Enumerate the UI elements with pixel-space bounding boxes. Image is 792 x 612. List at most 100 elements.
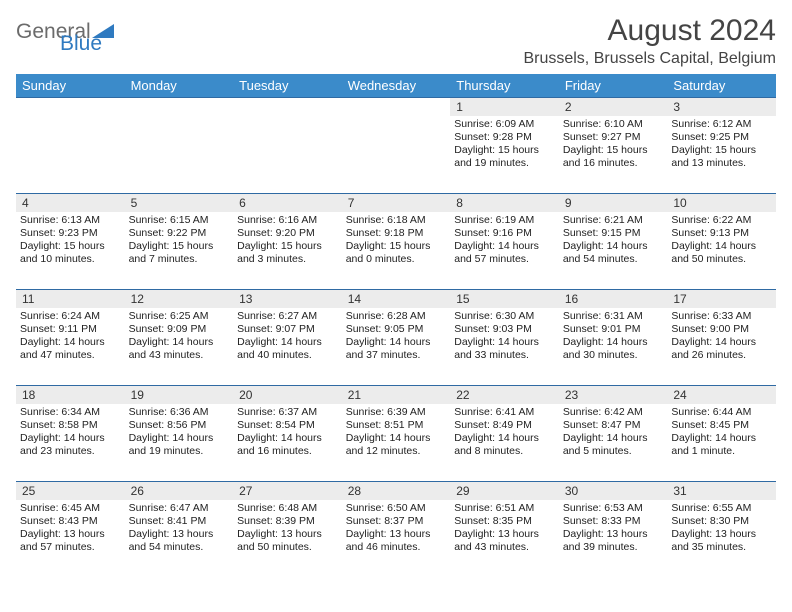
sunset-text: Sunset: 8:30 PM [671,515,772,528]
sunset-text: Sunset: 8:33 PM [563,515,664,528]
sunset-text: Sunset: 9:28 PM [454,131,555,144]
daylight-text: Daylight: 14 hours and 54 minutes. [563,240,664,266]
sunrise-text: Sunrise: 6:15 AM [129,214,230,227]
day-number: 13 [233,290,342,308]
day-number: 1 [450,98,559,116]
sunrise-text: Sunrise: 6:45 AM [20,502,121,515]
day-number: 27 [233,482,342,500]
sunset-text: Sunset: 9:11 PM [20,323,121,336]
logo: GeneralBlue [16,14,136,58]
sunrise-text: Sunrise: 6:18 AM [346,214,447,227]
day-details: Sunrise: 6:25 AMSunset: 9:09 PMDaylight:… [129,310,230,363]
day-number: 28 [342,482,451,500]
daylight-text: Daylight: 15 hours and 3 minutes. [237,240,338,266]
sunset-text: Sunset: 8:56 PM [129,419,230,432]
daylight-text: Daylight: 15 hours and 7 minutes. [129,240,230,266]
daylight-text: Daylight: 14 hours and 1 minute. [671,432,772,458]
day-details: Sunrise: 6:37 AMSunset: 8:54 PMDaylight:… [237,406,338,459]
weekday-header: Monday [125,74,234,98]
day-details: Sunrise: 6:47 AMSunset: 8:41 PMDaylight:… [129,502,230,555]
day-number: 12 [125,290,234,308]
sunset-text: Sunset: 9:03 PM [454,323,555,336]
calendar-day-cell: 13 Sunrise: 6:27 AMSunset: 9:07 PMDayligh… [233,290,342,386]
daylight-text: Daylight: 15 hours and 13 minutes. [671,144,772,170]
daylight-text: Daylight: 14 hours and 23 minutes. [20,432,121,458]
day-number: 9 [559,194,668,212]
calendar-day-cell: 8Sunrise: 6:19 AMSunset: 9:16 PMDaylight… [450,194,559,290]
sunrise-text: Sunrise: 6:44 AM [671,406,772,419]
daylight-text: Daylight: 14 hours and 26 minutes. [671,336,772,362]
day-details: Sunrise: 6:27 AMSunset: 9:07 PMDaylight:… [237,310,338,363]
calendar-day-cell: 19 Sunrise: 6:36 AMSunset: 8:56 PMDayligh… [125,386,234,482]
day-details: Sunrise: 6:18 AMSunset: 9:18 PMDaylight:… [346,214,447,267]
day-details: Sunrise: 6:16 AMSunset: 9:20 PMDaylight:… [237,214,338,267]
daylight-text: Daylight: 14 hours and 19 minutes. [129,432,230,458]
daylight-text: Daylight: 13 hours and 39 minutes. [563,528,664,554]
calendar-day-cell: 28Sunrise: 6:50 AMSunset: 8:37 PMDayligh… [342,482,451,578]
calendar-week-row: 18Sunrise: 6:34 AMSunset: 8:58 PMDayligh… [16,386,776,482]
calendar-day-cell: 31 Sunrise: 6:55 AMSunset: 8:30 PMDayligh… [667,482,776,578]
sunrise-text: Sunrise: 6:53 AM [563,502,664,515]
sunrise-text: Sunrise: 6:09 AM [454,118,555,131]
weekday-header: Saturday [667,74,776,98]
calendar-day-cell: 24Sunrise: 6:44 AMSunset: 8:45 PMDayligh… [667,386,776,482]
day-details: Sunrise: 6:15 AMSunset: 9:22 PMDaylight:… [129,214,230,267]
calendar-week-row: 25Sunrise: 6:45 AMSunset: 8:43 PMDayligh… [16,482,776,578]
calendar-day-cell: 7Sunrise: 6:18 AMSunset: 9:18 PMDaylight… [342,194,451,290]
sunset-text: Sunset: 8:54 PM [237,419,338,432]
day-details: Sunrise: 6:36 AMSunset: 8:56 PMDaylight:… [129,406,230,459]
sunset-text: Sunset: 9:05 PM [346,323,447,336]
day-number: 22 [450,386,559,404]
sunrise-text: Sunrise: 6:37 AM [237,406,338,419]
sunset-text: Sunset: 9:20 PM [237,227,338,240]
calendar-day-cell: 21Sunrise: 6:39 AMSunset: 8:51 PMDayligh… [342,386,451,482]
sunrise-text: Sunrise: 6:55 AM [671,502,772,515]
title-block: August 2024 Brussels, Brussels Capital, … [523,14,776,68]
sunrise-text: Sunrise: 6:47 AM [129,502,230,515]
calendar-day-cell: . [342,98,451,194]
sunrise-text: Sunrise: 6:48 AM [237,502,338,515]
day-number: 31 [667,482,776,500]
sunset-text: Sunset: 8:43 PM [20,515,121,528]
daylight-text: Daylight: 13 hours and 46 minutes. [346,528,447,554]
calendar-day-cell: . [125,98,234,194]
day-number: 19 [125,386,234,404]
daylight-text: Daylight: 13 hours and 35 minutes. [671,528,772,554]
day-number: 17 [667,290,776,308]
sunset-text: Sunset: 9:27 PM [563,131,664,144]
day-details: Sunrise: 6:39 AMSunset: 8:51 PMDaylight:… [346,406,447,459]
calendar-day-cell: 6Sunrise: 6:16 AMSunset: 9:20 PMDaylight… [233,194,342,290]
calendar-week-row: 4Sunrise: 6:13 AMSunset: 9:23 PMDaylight… [16,194,776,290]
daylight-text: Daylight: 14 hours and 5 minutes. [563,432,664,458]
daylight-text: Daylight: 14 hours and 8 minutes. [454,432,555,458]
calendar-day-cell: 23Sunrise: 6:42 AMSunset: 8:47 PMDayligh… [559,386,668,482]
daylight-text: Daylight: 13 hours and 43 minutes. [454,528,555,554]
sunrise-text: Sunrise: 6:34 AM [20,406,121,419]
daylight-text: Daylight: 14 hours and 47 minutes. [20,336,121,362]
daylight-text: Daylight: 13 hours and 57 minutes. [20,528,121,554]
day-number: 2 [559,98,668,116]
logo-text-blue: Blue [60,32,102,56]
day-details: Sunrise: 6:31 AMSunset: 9:01 PMDaylight:… [563,310,664,363]
day-details: Sunrise: 6:28 AMSunset: 9:05 PMDaylight:… [346,310,447,363]
weekday-header: Friday [559,74,668,98]
sunrise-text: Sunrise: 6:39 AM [346,406,447,419]
calendar-table: SundayMondayTuesdayWednesdayThursdayFrid… [16,74,776,578]
sunset-text: Sunset: 9:07 PM [237,323,338,336]
day-details: Sunrise: 6:48 AMSunset: 8:39 PMDaylight:… [237,502,338,555]
daylight-text: Daylight: 15 hours and 10 minutes. [20,240,121,266]
sunrise-text: Sunrise: 6:19 AM [454,214,555,227]
day-number: 23 [559,386,668,404]
day-number: 16 [559,290,668,308]
sunrise-text: Sunrise: 6:16 AM [237,214,338,227]
sunset-text: Sunset: 8:49 PM [454,419,555,432]
calendar-day-cell: 29Sunrise: 6:51 AMSunset: 8:35 PMDayligh… [450,482,559,578]
sunset-text: Sunset: 9:25 PM [671,131,772,144]
calendar-day-cell: . [16,98,125,194]
day-number: 30 [559,482,668,500]
sunset-text: Sunset: 8:58 PM [20,419,121,432]
calendar-day-cell: 17Sunrise: 6:33 AMSunset: 9:00 PMDayligh… [667,290,776,386]
daylight-text: Daylight: 14 hours and 50 minutes. [671,240,772,266]
sunrise-text: Sunrise: 6:21 AM [563,214,664,227]
calendar-week-row: 11Sunrise: 6:24 AMSunset: 9:11 PMDayligh… [16,290,776,386]
